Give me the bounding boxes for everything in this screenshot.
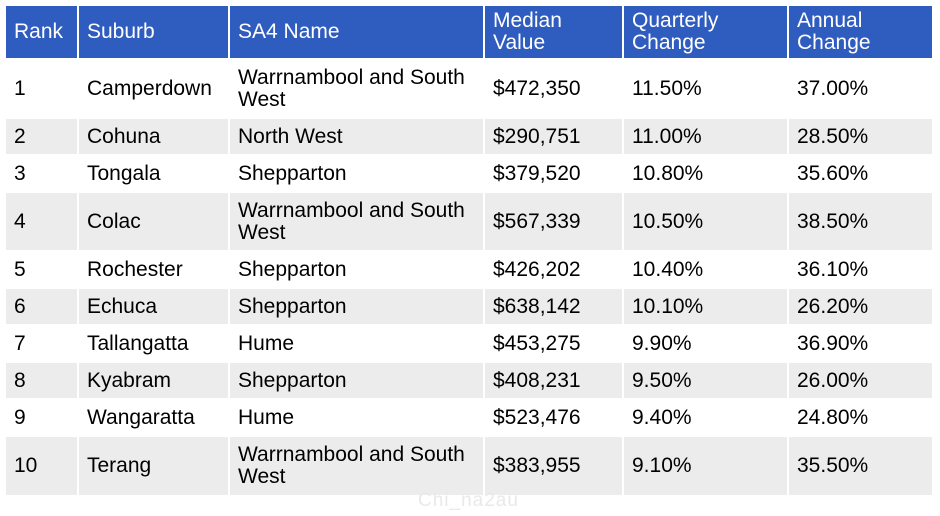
table-row: 2 Cohuna North West $290,751 11.00% 28.5… — [6, 117, 932, 155]
cell-sa4-name: Warrnambool and South West — [229, 435, 485, 495]
cell-median-value: $567,339 — [484, 191, 624, 251]
table-row: 8 Kyabram Shepparton $408,231 9.50% 26.0… — [6, 361, 932, 399]
cell-suburb: Camperdown — [78, 58, 230, 118]
cell-quarterly-change: 10.40% — [623, 250, 789, 288]
cell-suburb: Terang — [78, 435, 230, 495]
cell-annual-change: 36.10% — [788, 250, 932, 288]
cell-quarterly-change: 11.00% — [623, 117, 789, 155]
cell-sa4-name: North West — [229, 117, 485, 155]
cell-sa4-name: Warrnambool and South West — [229, 58, 485, 118]
cell-median-value: $379,520 — [484, 154, 624, 192]
table-row: 4 Colac Warrnambool and South West $567,… — [6, 191, 932, 251]
cell-median-value: $472,350 — [484, 58, 624, 118]
table-row: 6 Echuca Shepparton $638,142 10.10% 26.2… — [6, 287, 932, 325]
cell-quarterly-change: 10.80% — [623, 154, 789, 192]
table-row: 5 Rochester Shepparton $426,202 10.40% 3… — [6, 250, 932, 288]
table-header-row: Rank Suburb SA4 Name Median Value Quarte… — [6, 6, 932, 59]
cell-suburb: Cohuna — [78, 117, 230, 155]
cell-annual-change: 35.60% — [788, 154, 932, 192]
cell-median-value: $638,142 — [484, 287, 624, 325]
cell-rank: 1 — [6, 58, 79, 118]
cell-rank: 8 — [6, 361, 79, 399]
cell-quarterly-change: 9.10% — [623, 435, 789, 495]
cell-quarterly-change: 9.40% — [623, 398, 789, 436]
cell-annual-change: 35.50% — [788, 435, 932, 495]
cell-median-value: $408,231 — [484, 361, 624, 399]
header-quarterly-change: Quarterly Change — [623, 6, 789, 59]
cell-annual-change: 38.50% — [788, 191, 932, 251]
cell-rank: 6 — [6, 287, 79, 325]
cell-suburb: Tallangatta — [78, 324, 230, 362]
cell-median-value: $383,955 — [484, 435, 624, 495]
cell-suburb: Rochester — [78, 250, 230, 288]
cell-quarterly-change: 10.10% — [623, 287, 789, 325]
cell-quarterly-change: 10.50% — [623, 191, 789, 251]
cell-sa4-name: Hume — [229, 398, 485, 436]
cell-suburb: Colac — [78, 191, 230, 251]
cell-sa4-name: Shepparton — [229, 154, 485, 192]
cell-rank: 2 — [6, 117, 79, 155]
header-median-value: Median Value — [484, 6, 624, 59]
cell-annual-change: 28.50% — [788, 117, 932, 155]
cell-median-value: $290,751 — [484, 117, 624, 155]
cell-annual-change: 26.00% — [788, 361, 932, 399]
cell-sa4-name: Shepparton — [229, 361, 485, 399]
cell-rank: 3 — [6, 154, 79, 192]
cell-suburb: Tongala — [78, 154, 230, 192]
header-suburb: Suburb — [78, 6, 230, 59]
table-row: 9 Wangaratta Hume $523,476 9.40% 24.80% — [6, 398, 932, 436]
cell-sa4-name: Hume — [229, 324, 485, 362]
cell-sa4-name: Shepparton — [229, 287, 485, 325]
cell-suburb: Kyabram — [78, 361, 230, 399]
cell-annual-change: 37.00% — [788, 58, 932, 118]
table-row: 3 Tongala Shepparton $379,520 10.80% 35.… — [6, 154, 932, 192]
cell-suburb: Echuca — [78, 287, 230, 325]
header-rank: Rank — [6, 6, 79, 59]
cell-annual-change: 26.20% — [788, 287, 932, 325]
header-sa4-name: SA4 Name — [229, 6, 485, 59]
cell-annual-change: 24.80% — [788, 398, 932, 436]
cell-median-value: $523,476 — [484, 398, 624, 436]
cell-rank: 9 — [6, 398, 79, 436]
cell-annual-change: 36.90% — [788, 324, 932, 362]
cell-quarterly-change: 9.90% — [623, 324, 789, 362]
cell-suburb: Wangaratta — [78, 398, 230, 436]
cell-median-value: $426,202 — [484, 250, 624, 288]
cell-rank: 7 — [6, 324, 79, 362]
table-row: 10 Terang Warrnambool and South West $38… — [6, 435, 932, 495]
cell-sa4-name: Warrnambool and South West — [229, 191, 485, 251]
table-row: 1 Camperdown Warrnambool and South West … — [6, 58, 932, 118]
cell-rank: 4 — [6, 191, 79, 251]
header-annual-change: Annual Change — [788, 6, 932, 59]
cell-sa4-name: Shepparton — [229, 250, 485, 288]
cell-rank: 10 — [6, 435, 79, 495]
table-row: 7 Tallangatta Hume $453,275 9.90% 36.90% — [6, 324, 932, 362]
cell-rank: 5 — [6, 250, 79, 288]
cell-median-value: $453,275 — [484, 324, 624, 362]
suburb-ranking-table: Rank Suburb SA4 Name Median Value Quarte… — [6, 6, 932, 495]
watermark: Chi_na2au — [418, 490, 519, 511]
cell-quarterly-change: 9.50% — [623, 361, 789, 399]
cell-quarterly-change: 11.50% — [623, 58, 789, 118]
